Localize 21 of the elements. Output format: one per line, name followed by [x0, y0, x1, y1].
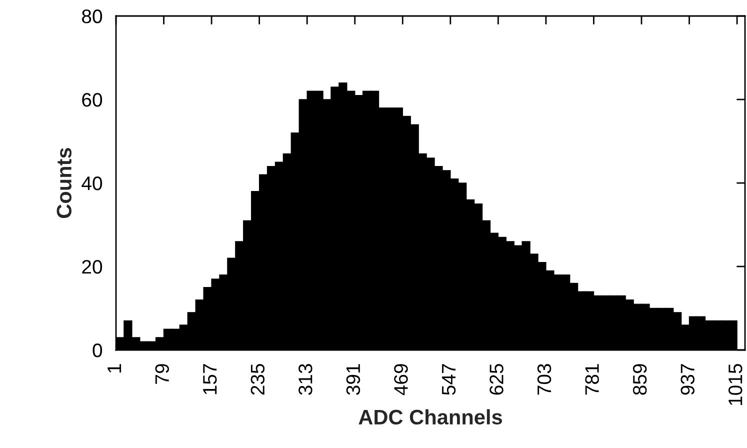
x-tick-label: 547 — [442, 364, 456, 395]
x-tick-label: 391 — [346, 364, 360, 395]
x-tick-label: 235 — [250, 364, 265, 395]
y-axis-title: Counts — [56, 148, 72, 218]
x-tick-label: 625 — [490, 364, 504, 395]
x-tick-label: 157 — [203, 364, 217, 394]
x-tick-label: 1015 — [728, 364, 742, 405]
x-tick-label: 937 — [680, 364, 694, 395]
x-tick-label: 313 — [298, 364, 312, 395]
y-tick-label: 0 — [92, 343, 102, 358]
x-tick-label: 79 — [155, 364, 169, 384]
y-tick-label: 60 — [82, 92, 102, 107]
y-tick-label: 40 — [82, 176, 102, 190]
y-tick-label: 20 — [82, 260, 102, 274]
y-tick-label: 80 — [82, 9, 102, 24]
x-tick-label: 703 — [537, 364, 552, 395]
x-tick-label: 469 — [394, 364, 408, 396]
x-tick-label: 1 — [108, 364, 122, 373]
x-tick-label: 781 — [585, 364, 599, 395]
x-tick-label: 859 — [632, 364, 647, 395]
x-axis-title: ADC Channels — [358, 409, 502, 425]
